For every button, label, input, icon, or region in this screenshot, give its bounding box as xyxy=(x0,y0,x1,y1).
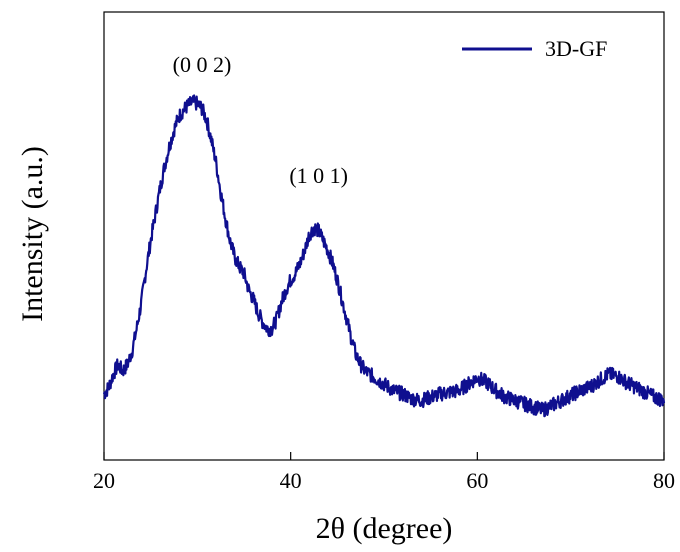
x-tick-label-60: 60 xyxy=(466,468,488,493)
y-axis-label: Intensity (a.u.) xyxy=(16,146,49,322)
legend: 3D-GF xyxy=(462,36,607,61)
peak-label-1: (1 0 1) xyxy=(289,163,348,188)
x-tick-label-80: 80 xyxy=(653,468,675,493)
x-tick-label-20: 20 xyxy=(93,468,115,493)
peak-annotations: (0 0 2) (1 0 1) xyxy=(173,52,348,188)
series-line-3d-gf xyxy=(102,94,666,418)
x-axis-label: 2θ (degree) xyxy=(316,512,453,545)
peak-label-0: (0 0 2) xyxy=(173,52,232,77)
x-tick-label-40: 40 xyxy=(280,468,302,493)
legend-label-3d-gf: 3D-GF xyxy=(545,36,607,61)
x-axis-tick-labels: 20 40 60 80 xyxy=(93,468,675,493)
plot-frame xyxy=(103,11,665,461)
x-axis-ticks xyxy=(103,452,665,460)
